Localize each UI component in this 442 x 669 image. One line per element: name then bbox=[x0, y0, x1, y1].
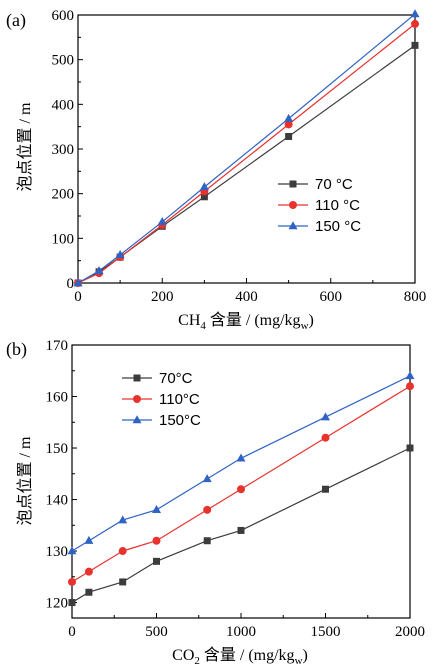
panel-b-y-tick-label: 120 bbox=[46, 596, 69, 612]
panel-b-plot-frame bbox=[71, 344, 411, 619]
panel-b-legend-marker bbox=[133, 395, 141, 403]
panel-a-data-point bbox=[115, 250, 125, 259]
panel-b-data-point bbox=[237, 526, 245, 534]
panel-a-chart: (a) 泡点位置 / m CH4 含量 / (mg/kgw) 0 200 400 60… bbox=[6, 8, 426, 332]
panel-b-data-point bbox=[118, 547, 127, 556]
panel-b-x-tick-label: 500 bbox=[145, 624, 168, 640]
panel-b-data-point bbox=[152, 505, 161, 514]
panel-b-data-point bbox=[153, 557, 160, 565]
panel-a-data-point bbox=[411, 41, 419, 49]
panel-a-data-point bbox=[157, 217, 167, 226]
panel-a-legend-marker bbox=[288, 221, 298, 230]
panel-a-data-point bbox=[94, 266, 104, 275]
panel-b-data-point bbox=[406, 382, 414, 391]
panel-b-y-tick-label: 170 bbox=[46, 338, 69, 354]
panel-a-series-line bbox=[77, 44, 416, 284]
panel-a-legend-marker bbox=[289, 201, 297, 209]
panel-a-series-line bbox=[77, 13, 416, 284]
panel-b-legend: 70°C 110°C 150°C bbox=[122, 370, 201, 429]
panel-b-data-point bbox=[203, 505, 212, 514]
panel-b-series-1 bbox=[68, 444, 414, 607]
panel-a-y-tick-label: 100 bbox=[52, 231, 75, 247]
panel-b-x-tick-label: 1000 bbox=[226, 624, 256, 640]
panel-a-data-point bbox=[73, 278, 83, 287]
panel-b-legend-marker bbox=[133, 374, 141, 382]
panel-a-y-tick-label: 200 bbox=[52, 187, 75, 203]
panel-b-data-point bbox=[203, 537, 211, 545]
panel-a-label: (a) bbox=[6, 10, 26, 31]
panel-a-x-tick-label: 400 bbox=[235, 289, 258, 305]
panel-a-y-tick-label: 600 bbox=[52, 8, 75, 24]
panel-b-y-tick-label: 160 bbox=[46, 390, 69, 406]
panel-b-data-point bbox=[236, 453, 246, 462]
panel-b-data-point bbox=[322, 485, 329, 493]
panel-b-series-line bbox=[71, 385, 411, 583]
panel-b-data-point bbox=[405, 371, 415, 380]
panel-b-data-point bbox=[85, 588, 93, 596]
panel-a-y-tick-label: 0 bbox=[67, 276, 75, 292]
panel-b-data-point bbox=[406, 444, 414, 452]
panel-a-y-tick-label: 400 bbox=[52, 97, 75, 113]
panel-b-data-point bbox=[84, 535, 94, 544]
panel-b-x-axis-title: CO2 含量 / (mg/kgw) bbox=[172, 646, 308, 667]
panel-a-legend-label: 150 °C bbox=[315, 218, 361, 235]
panel-b-data-point bbox=[67, 546, 77, 555]
panel-b-data-point bbox=[68, 599, 76, 607]
panel-a-data-point bbox=[410, 9, 420, 18]
panel-a-x-tick-label: 0 bbox=[74, 289, 82, 305]
panel-a-data-point bbox=[411, 19, 419, 28]
panel-b-series-2 bbox=[68, 382, 414, 586]
panel-a-series-3 bbox=[73, 9, 420, 287]
panel-a-legend-label: 70 °C bbox=[315, 176, 353, 193]
panel-b-chart: (b) 泡点位置 / m CO2 含量 / (mg/kgw) 0 500 1000 1… bbox=[6, 338, 425, 667]
panel-a-y-tick-label: 500 bbox=[52, 53, 75, 69]
panel-b-series-line bbox=[71, 375, 411, 552]
panel-a-x-tick-label: 800 bbox=[404, 289, 427, 305]
panel-a-x-axis-title: CH4 含量 / (mg/kgw) bbox=[178, 311, 314, 332]
panel-a-data-point bbox=[284, 120, 293, 129]
panel-a-x-tick-label: 200 bbox=[151, 289, 174, 305]
panel-b-data-point bbox=[118, 515, 128, 524]
panel-a-y-axis-title: 泡点位置 / m bbox=[16, 102, 34, 191]
panel-b-series-3 bbox=[67, 371, 415, 555]
panel-a-data-point bbox=[284, 113, 294, 122]
panel-b-x-tick-label: 2000 bbox=[395, 624, 425, 640]
panel-b-y-tick-label: 130 bbox=[46, 544, 69, 560]
panel-b-y-tick-label: 150 bbox=[46, 441, 69, 457]
panel-b-label: (b) bbox=[6, 339, 27, 360]
panel-b-y-axis-title: 泡点位置 / m bbox=[16, 436, 34, 525]
panel-b-data-point bbox=[84, 567, 93, 576]
panel-a-data-point bbox=[199, 182, 209, 191]
panel-b-legend-label: 150°C bbox=[159, 412, 201, 429]
panel-b-data-point bbox=[202, 474, 212, 483]
panel-a-data-point bbox=[285, 132, 293, 140]
panel-b-y-tick-label: 140 bbox=[46, 493, 69, 509]
panel-b-data-point bbox=[237, 485, 245, 494]
panel-b-legend-label: 110°C bbox=[159, 391, 200, 408]
panel-b-x-tick-label: 1500 bbox=[311, 624, 341, 640]
panel-b-series-line bbox=[71, 447, 411, 604]
panel-a-legend-marker bbox=[289, 180, 297, 188]
panel-b-legend-label: 70°C bbox=[159, 370, 193, 387]
panel-a-legend: 70 °C 110 °C 150 °C bbox=[278, 176, 361, 235]
panel-b-data-point bbox=[321, 412, 330, 421]
panel-a-legend-label: 110 °C bbox=[315, 197, 360, 214]
panel-b-data-point bbox=[68, 577, 76, 586]
panel-b-data-point bbox=[119, 578, 127, 586]
panel-b-legend-marker bbox=[132, 415, 142, 424]
panel-a-y-tick-label: 300 bbox=[52, 142, 75, 158]
panel-a-x-tick-label: 600 bbox=[320, 289, 343, 305]
panel-b-data-point bbox=[152, 536, 161, 545]
panel-b-x-tick-label: 0 bbox=[68, 624, 76, 640]
panel-b-data-point bbox=[321, 433, 330, 442]
panel-a-data-point bbox=[200, 193, 208, 201]
